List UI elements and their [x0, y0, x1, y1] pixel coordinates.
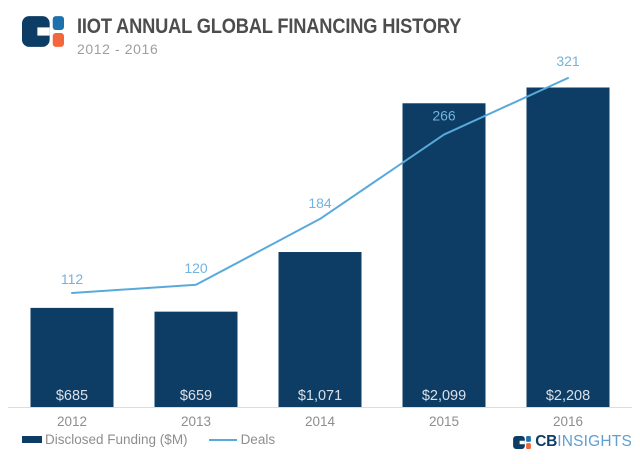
deals-point-label: 266: [432, 108, 456, 124]
title-block: IIOT ANNUAL GLOBAL FINANCING HISTORY 201…: [77, 15, 519, 58]
funding-bar: [526, 87, 610, 407]
funding-bar: [402, 103, 486, 408]
funding-legend-swatch: [22, 436, 42, 443]
x-axis-label: 2013: [181, 414, 211, 429]
cb-insights-logo-icon: [22, 16, 64, 47]
brand-cb-text: CB: [535, 433, 558, 450]
deals-line: [71, 76, 569, 294]
cb-insights-wordmark: CB INSIGHTS: [513, 433, 632, 451]
deals-point-label: 112: [61, 271, 84, 287]
chart-header: IIOT ANNUAL GLOBAL FINANCING HISTORY 201…: [22, 15, 519, 58]
logo-blue-square: [52, 16, 64, 30]
logo-orange-square: [52, 33, 64, 47]
x-axis-label: 2016: [553, 414, 583, 429]
funding-bar-value-label: $2,099: [422, 388, 466, 404]
deals-legend-swatch: [208, 438, 237, 441]
logo-c-notch: [37, 27, 50, 36]
deals-legend-label: Deals: [240, 432, 276, 447]
funding-bar: [154, 311, 238, 407]
funding-legend-label: Disclosed Funding ($M): [45, 432, 188, 447]
chart-legend: Disclosed Funding ($M) Deals: [22, 432, 275, 447]
page-subtitle: 2012 - 2016: [77, 41, 159, 58]
funding-bar: [30, 307, 114, 407]
footer-logo-c-shape: [513, 435, 526, 449]
deals-point-label: 321: [556, 53, 580, 69]
funding-bar-value-label: $685: [56, 388, 88, 404]
funding-bar-value-label: $2,208: [546, 388, 590, 404]
footer-logo-orange-square: [526, 442, 532, 449]
logo-c-shape: [22, 16, 50, 47]
x-axis-label: 2015: [429, 414, 459, 429]
brand-insights-text: INSIGHTS: [557, 433, 632, 450]
page-title: IIOT ANNUAL GLOBAL FINANCING HISTORY: [77, 15, 462, 38]
deals-point-label: 120: [184, 260, 208, 276]
funding-bar-value-label: $659: [180, 388, 212, 404]
x-axis-label: 2014: [305, 414, 336, 429]
x-axis-label: 2012: [57, 414, 87, 429]
funding-bar: [278, 252, 362, 407]
deals-point-label: 184: [308, 195, 332, 211]
funding-bar-value-label: $1,071: [298, 388, 342, 404]
cb-insights-footer-icon: [513, 435, 532, 449]
footer-logo-c-notch: [519, 440, 526, 444]
footer-logo-blue-square: [526, 435, 532, 442]
